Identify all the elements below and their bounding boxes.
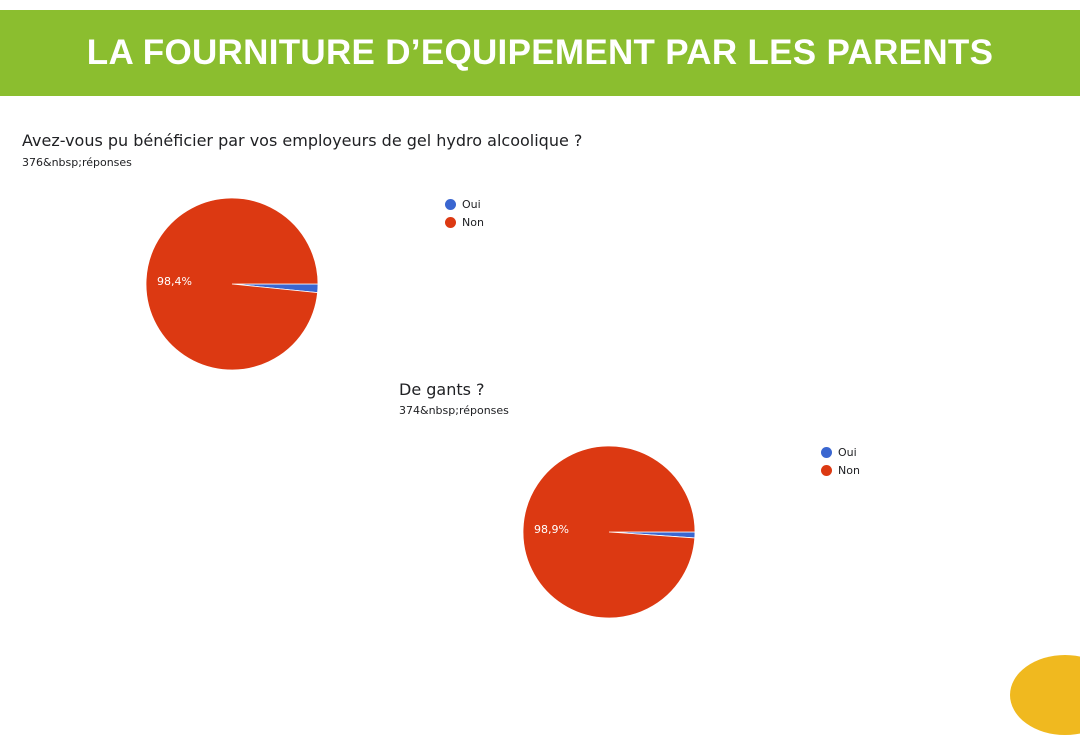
chart2-pie: 98,9%: [522, 445, 696, 619]
legend-label-oui: Oui: [838, 445, 857, 459]
chart1-legend: Oui Non: [445, 195, 484, 231]
legend-swatch-oui: [821, 446, 832, 458]
pie-slice-non: [145, 197, 319, 371]
legend-swatch-non: [821, 464, 832, 476]
legend-item-non: Non: [821, 461, 860, 479]
legend-item-non: Non: [445, 213, 484, 231]
legend-label-oui: Oui: [462, 197, 481, 211]
chart1-pie: 98,4%: [145, 197, 319, 371]
chart2-legend: Oui Non: [821, 443, 860, 479]
chart1-title: Avez-vous pu bénéficier par vos employeu…: [22, 131, 583, 150]
chart1-response-count: 376&nbsp;réponses: [22, 156, 132, 169]
legend-item-oui: Oui: [445, 195, 484, 213]
pie-data-label-non: 98,4%: [157, 275, 192, 288]
page-title: LA FOURNITURE D’EQUIPEMENT PAR LES PAREN…: [86, 33, 994, 72]
corner-decoration: [1010, 655, 1080, 735]
title-banner: LA FOURNITURE D’EQUIPEMENT PAR LES PAREN…: [0, 10, 1080, 96]
legend-label-non: Non: [462, 215, 484, 229]
legend-label-non: Non: [838, 463, 860, 477]
top-margin: [0, 0, 1080, 10]
pie-slice-non: [522, 445, 696, 619]
legend-swatch-oui: [445, 198, 456, 210]
legend-swatch-non: [445, 216, 456, 228]
chart2-title: De gants ?: [399, 380, 485, 399]
pie-data-label-non: 98,9%: [534, 523, 569, 536]
chart2-response-count: 374&nbsp;réponses: [399, 404, 509, 417]
legend-item-oui: Oui: [821, 443, 860, 461]
